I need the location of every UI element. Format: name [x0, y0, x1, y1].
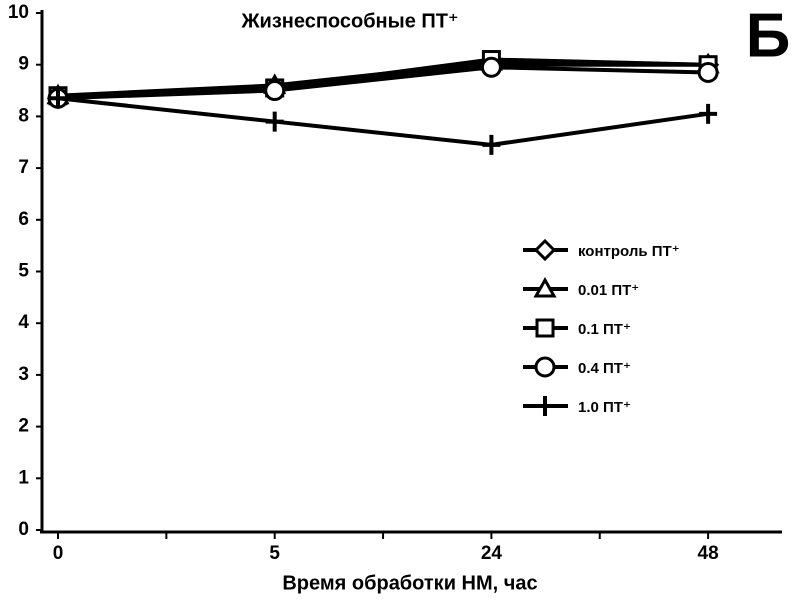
x-tick-label: 48 [698, 543, 719, 564]
x-axis-title: Время обработки НМ, час [282, 572, 537, 594]
series-line [57, 57, 709, 98]
marker-circle [264, 80, 286, 102]
marker-plus [265, 111, 284, 132]
y-tick-label: 7 [18, 157, 29, 178]
legend-label: 1.0 ПТ⁺ [578, 399, 631, 416]
y-tick-label: 3 [18, 364, 29, 385]
y-tick-label: 10 [8, 2, 29, 23]
series-line [57, 65, 709, 101]
marker-circle [697, 61, 719, 83]
legend-marker [536, 396, 554, 416]
legend-marker [533, 238, 557, 262]
y-tick-label: 6 [18, 209, 29, 230]
legend-label: 0.4 ПТ⁺ [578, 360, 631, 377]
y-tick-label: 1 [18, 467, 29, 488]
x-tick-label: 24 [481, 543, 503, 564]
legend-label: 0.1 ПТ⁺ [578, 321, 631, 338]
y-tick-label: 4 [18, 312, 29, 333]
marker-circle [480, 56, 502, 78]
legend-label: 0.01 ПТ⁺ [578, 282, 639, 299]
marker-plus [482, 134, 501, 155]
y-tick-label: 2 [18, 416, 29, 437]
y-tick-label: 9 [18, 54, 29, 75]
chart-title: Жизнеспособные ПТ⁺ [240, 10, 458, 32]
y-tick-label: 0 [18, 519, 29, 540]
marker-plus [49, 88, 67, 109]
legend-marker [535, 318, 555, 338]
panel-label: Б [746, 1, 791, 70]
x-tick-label: 0 [53, 543, 64, 564]
legend-marker [534, 356, 556, 378]
marker-plus [699, 103, 718, 124]
legend-marker [533, 276, 557, 298]
series-line [57, 96, 709, 147]
x-tick-label: 5 [269, 543, 280, 564]
y-tick-label: 8 [18, 105, 29, 126]
legend-label: контроль ПТ⁺ [578, 243, 680, 260]
y-tick-label: 5 [18, 261, 29, 282]
